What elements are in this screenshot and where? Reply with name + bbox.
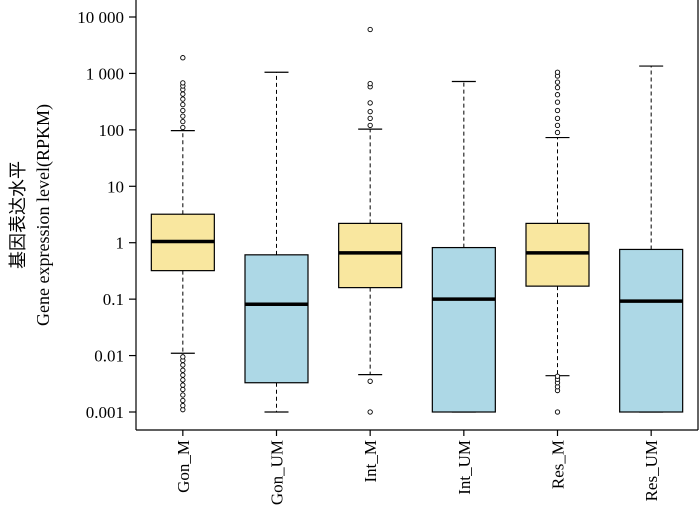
- x-category-label: Gon_M: [174, 440, 193, 493]
- outlier-point: [180, 96, 186, 102]
- y-tick-label: 1: [116, 234, 125, 253]
- outlier-point: [554, 129, 561, 136]
- y-axis-label-cn: 基因表达水平: [8, 161, 28, 269]
- outlier-point: [180, 362, 186, 368]
- outlier-point: [180, 372, 186, 378]
- outlier-point: [554, 107, 561, 114]
- outlier-point: [180, 397, 186, 404]
- outlier-point: [180, 377, 186, 383]
- outlier-point: [180, 402, 186, 409]
- box-res-m: [525, 69, 590, 415]
- box-int-m: [338, 26, 403, 415]
- outlier-point: [180, 91, 186, 97]
- iqr-box: [431, 246, 496, 413]
- box-gon-um: [244, 71, 309, 413]
- outlier-point: [554, 92, 561, 98]
- outlier-point: [554, 84, 561, 91]
- y-axis-label-en: Gene expression level(RPKM): [33, 104, 54, 326]
- outlier-point: [180, 367, 186, 373]
- outlier-point: [367, 378, 373, 384]
- outlier-point: [367, 122, 373, 129]
- box-int-um: [431, 80, 496, 413]
- x-category-label: Res_M: [549, 440, 568, 489]
- outlier-point: [367, 109, 373, 115]
- iqr-box: [619, 248, 684, 413]
- outlier-point: [554, 79, 561, 85]
- outlier-point: [554, 115, 561, 121]
- x-category-label: Gon_UM: [268, 440, 287, 505]
- outlier-point: [554, 69, 561, 75]
- outlier-point: [367, 26, 373, 33]
- y-tick-label: 1 000: [86, 64, 124, 83]
- iqr-box: [338, 222, 403, 289]
- outlier-point: [180, 382, 186, 388]
- y-tick-label: 0.001: [86, 403, 124, 422]
- x-category-label: Int_M: [361, 440, 380, 483]
- outlier-point: [554, 409, 561, 415]
- outlier-point: [180, 113, 186, 119]
- outlier-point: [180, 118, 186, 125]
- outlier-point: [554, 122, 561, 129]
- y-tick-label: 0.01: [94, 347, 124, 366]
- iqr-box: [244, 254, 309, 384]
- y-tick-label: 100: [99, 121, 125, 140]
- outlier-point: [554, 99, 561, 105]
- x-category-label: Res_UM: [642, 440, 661, 501]
- outlier-point: [180, 392, 186, 398]
- outlier-point: [180, 124, 186, 131]
- y-tick-label: 10: [107, 177, 124, 196]
- outlier-point: [180, 101, 186, 108]
- outlier-point: [180, 354, 186, 360]
- outlier-point: [367, 115, 373, 121]
- y-tick-label: 10 000: [77, 8, 124, 27]
- outlier-point: [554, 373, 561, 379]
- iqr-box: [525, 222, 590, 287]
- box-gon-m: [150, 55, 215, 413]
- outlier-point: [180, 55, 186, 61]
- outlier-point: [180, 80, 186, 86]
- outlier-point: [367, 100, 373, 106]
- box-res-um: [619, 65, 684, 413]
- outlier-point: [180, 386, 186, 393]
- outlier-point: [367, 80, 373, 87]
- x-category-label: Int_UM: [455, 440, 474, 495]
- outlier-point: [180, 107, 186, 114]
- outlier-point: [367, 409, 373, 415]
- y-tick-label: 0.1: [103, 290, 124, 309]
